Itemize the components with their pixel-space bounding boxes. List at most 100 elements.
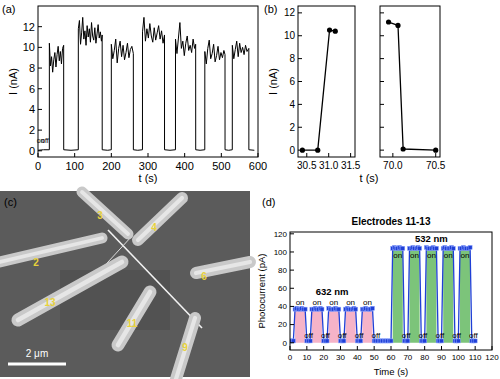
x-tick-label: 110 [469,353,482,362]
x-tick-label: 500 [212,160,230,172]
y-tick [38,150,42,151]
x-tick [407,346,408,350]
x-tick-label: 31.0 [319,160,339,171]
electrode [176,318,195,379]
electrode [0,238,102,262]
x-tick [357,346,358,350]
y-tick [290,251,294,252]
x-tick [184,153,185,157]
marker [468,245,472,249]
plot-frame [290,232,492,350]
annotation: off [419,331,429,340]
plot-frame [38,6,258,157]
y-tick [380,104,384,105]
x-tick [350,153,351,157]
marker [315,148,320,153]
annotation: on [393,251,402,260]
y-tick-label: 6 [289,76,295,87]
x-tick-label: 600 [249,160,267,172]
electrode [138,198,182,240]
y-tick [38,109,42,110]
annotation: on [461,251,470,260]
annotation: off [355,331,365,340]
figure: 0100200300400500600024681012t (s)I (nA)(… [0,0,500,379]
y-tick [298,35,302,36]
scale-bar-label: 2 μm [26,348,48,359]
electrode-highlight [18,262,122,320]
x-axis-label: t (s) [139,172,158,184]
x-tick-label: 200 [102,160,120,172]
y-tick-label: 80 [278,266,287,275]
y-tick-label: 2 [289,122,295,133]
y-tick [380,150,384,151]
y-tick [380,58,384,59]
annotation: off [435,331,445,340]
x-tick-label: 70.5 [426,160,446,171]
electrode-label: 3 [97,210,103,221]
electrode [118,292,150,345]
x-tick-label: 10 [302,353,311,362]
annotation: on [329,298,338,307]
line [38,17,254,150]
x-tick-label: 20 [319,353,328,362]
electrode-label: 9 [182,342,188,353]
annotation: off [321,331,331,340]
electrode [18,262,122,320]
x-tick [392,153,393,157]
y-axis-label: Photocurrent (pA) [256,254,267,329]
y-tick-label: 8 [289,53,295,64]
y-tick-label: 10 [23,41,35,53]
annotation: on [410,251,419,260]
x-tick [258,153,259,157]
marker [354,307,358,311]
y-tick [298,12,302,13]
annotation: off [469,331,479,340]
x-tick-label: 50 [370,353,379,362]
annotation: off [452,331,462,340]
line [290,247,475,340]
chart-title: Electrodes 11-13 [352,216,431,227]
x-tick-label: 80 [420,353,429,362]
y-tick-label: 6 [29,83,35,95]
line [389,22,436,150]
y-tick [38,68,42,69]
y-tick [290,233,294,234]
scale-bar [8,363,66,366]
y-tick [298,127,302,128]
x-tick-label: 100 [65,160,83,172]
x-tick [221,153,222,157]
electrode-highlight [0,238,102,262]
plot-area [38,17,254,150]
x-tick-label: 0 [288,353,293,362]
y-tick [290,270,294,271]
electrode-label: 2 [33,257,39,268]
x-tick-label: 30 [336,353,345,362]
marker [337,307,341,311]
nanowire [108,230,202,328]
y-tick-label: 60 [278,284,287,293]
plot-frame [380,6,440,157]
x-tick [475,346,476,350]
annotation: on [312,298,321,307]
marker [333,29,338,34]
y-tick-label: 4 [29,103,35,115]
annotation: 532 nm [415,233,448,244]
marker [303,307,307,311]
y-tick [290,288,294,289]
annotation: on [296,298,305,307]
x-tick [492,346,493,350]
x-tick [306,346,307,350]
annotation: 632 nm [316,286,349,297]
plot-area [300,27,338,152]
x-tick [340,346,341,350]
electrode-label: 4 [151,222,157,233]
x-axis-label: t (s) [360,172,379,184]
x-tick-label: 70 [403,353,412,362]
electrode-label: 6 [201,271,207,282]
y-tick-label: 2 [29,124,35,136]
y-tick [380,35,384,36]
micrograph-background [0,191,250,377]
panel-label: (a) [2,3,15,15]
x-tick [148,153,149,157]
annotation: off [402,331,412,340]
